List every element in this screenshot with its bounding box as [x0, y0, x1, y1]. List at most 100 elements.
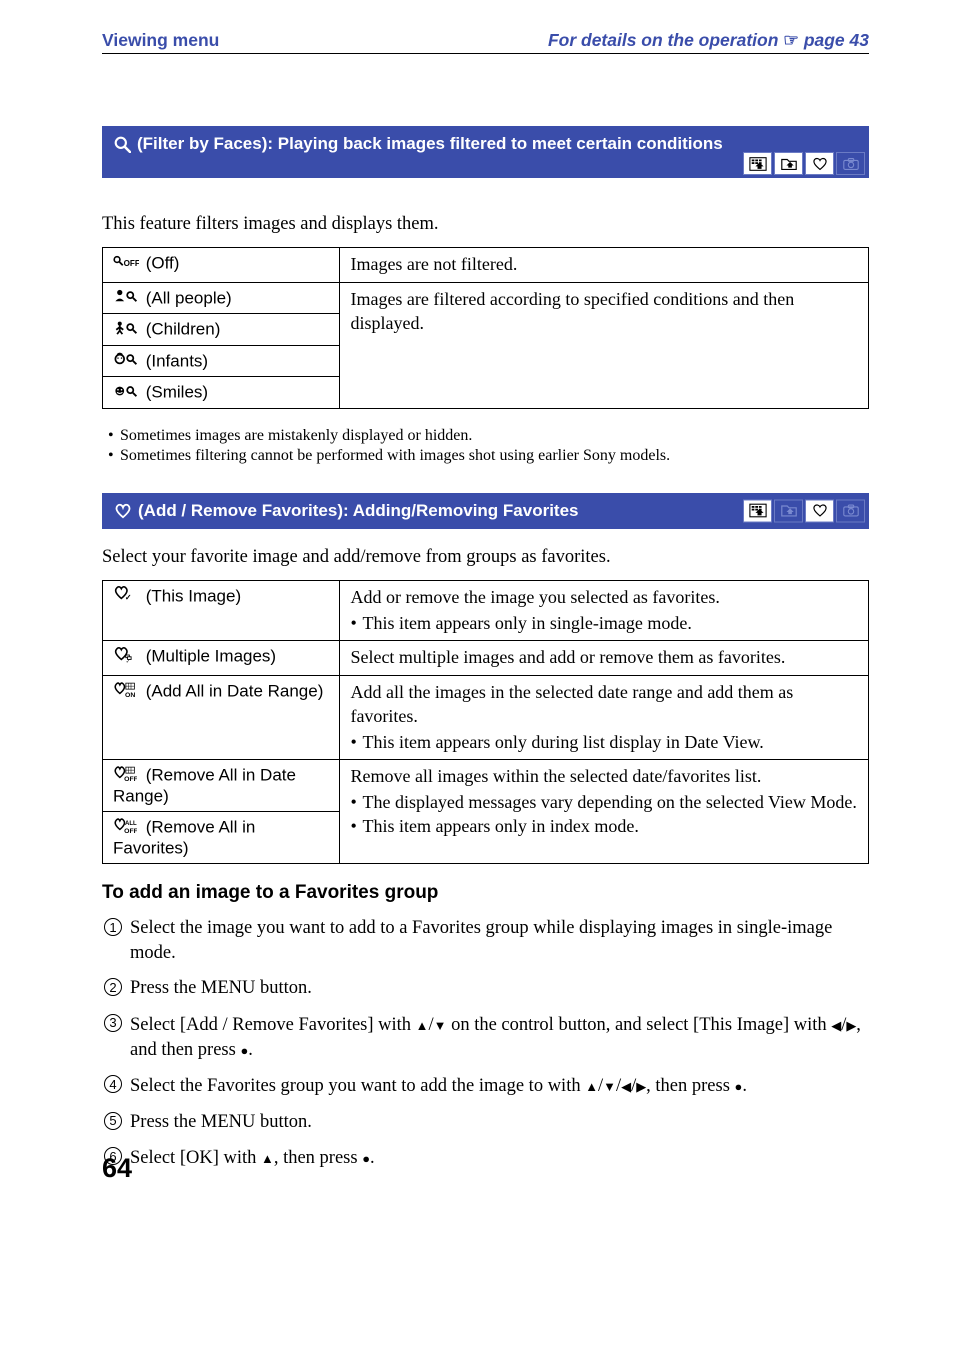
page-root: Viewing menu For details on the operatio…	[0, 0, 954, 1212]
row-multiple-text: (Multiple Images)	[141, 647, 276, 666]
desc-sub: This item appears only in single-image m…	[350, 612, 858, 636]
section-1-notes: Sometimes images are mistakenly displaye…	[108, 427, 869, 465]
step-4-text: Select the Favorites group you want to a…	[130, 1073, 869, 1098]
svg-text:✓: ✓	[125, 594, 132, 603]
allpeople-icon	[113, 289, 141, 307]
desc-line-2: displayed.	[350, 313, 424, 333]
right-arrow-icon	[846, 1013, 856, 1034]
heart-icon	[114, 503, 132, 519]
step-item: 4 Select the Favorites group you want to…	[104, 1073, 869, 1098]
left-arrow-icon	[621, 1074, 631, 1095]
desc-main: Remove all images within the selected da…	[350, 766, 761, 786]
page-header: Viewing menu For details on the operatio…	[102, 30, 869, 54]
step-number-icon: 1	[104, 918, 122, 936]
step-3-part-b: on the control button, and select [This …	[446, 1015, 831, 1035]
heart-multi-icon: ✓	[113, 647, 141, 667]
section-2-intro: Select your favorite image and add/remov…	[102, 547, 869, 568]
row-children-label: (Children)	[103, 314, 340, 346]
svg-text:OFF: OFF	[124, 259, 139, 268]
row-this-image-label: ✓ (This Image)	[103, 580, 340, 641]
step-4-part-a: Select the Favorites group you want to a…	[130, 1076, 585, 1096]
children-icon	[113, 321, 141, 339]
row-add-all-text: (Add All in Date Range)	[141, 682, 323, 701]
step-5-text: Press the MENU button.	[130, 1110, 869, 1134]
header-reference: For details on the operation ☞ page 43	[548, 30, 869, 51]
pointer-icon: ☞	[783, 30, 799, 50]
up-arrow-icon	[261, 1146, 274, 1167]
table-row: ON (Add All in Date Range) Add all the i…	[103, 676, 869, 760]
section-1-mode-icons	[743, 152, 865, 175]
step-item: 3 Select [Add / Remove Favorites] with /…	[104, 1012, 869, 1063]
right-arrow-icon	[636, 1074, 646, 1095]
row-infants-text: (Infants)	[141, 351, 208, 370]
step-number-icon: 2	[104, 978, 122, 996]
svg-text:ON: ON	[125, 691, 135, 697]
step-number-icon: 4	[104, 1075, 122, 1093]
smiles-icon	[113, 384, 141, 402]
svg-text:✓: ✓	[126, 659, 130, 663]
heart-on-icon: ON	[113, 682, 141, 702]
down-arrow-icon	[603, 1074, 616, 1095]
favorites-table: ✓ (This Image) Add or remove the image y…	[102, 580, 869, 865]
desc-line-1: Images are filtered according to specifi…	[350, 289, 794, 309]
step-number-icon: 5	[104, 1112, 122, 1130]
off-icon: OFF	[113, 255, 141, 273]
row-add-all-label: ON (Add All in Date Range)	[103, 676, 340, 760]
row-remove-desc: Remove all images within the selected da…	[340, 760, 869, 864]
section-1-banner-wrap: (Filter by Faces): Playing back images f…	[102, 126, 869, 178]
step-item: 2 Press the MENU button.	[104, 976, 869, 1000]
row-remove-fav-label: ALLOFF (Remove All in Favorites)	[103, 812, 340, 864]
left-arrow-icon	[831, 1013, 841, 1034]
svg-text:OFF: OFF	[124, 776, 137, 782]
step-4-part-c: .	[742, 1076, 747, 1096]
table-row: (All people) Images are filtered accordi…	[103, 282, 869, 314]
steps-list: 1 Select the image you want to add to a …	[104, 916, 869, 1170]
step-3-text: Select [Add / Remove Favorites] with / o…	[130, 1012, 869, 1063]
mode-icon-date	[743, 499, 772, 522]
table-row: ✓ (This Image) Add or remove the image y…	[103, 580, 869, 641]
row-this-image-desc: Add or remove the image you selected as …	[340, 580, 869, 641]
up-arrow-icon	[585, 1074, 598, 1095]
row-all-text: (All people)	[141, 288, 232, 307]
row-add-all-desc: Add all the images in the selected date …	[340, 676, 869, 760]
mode-icon-folder	[774, 499, 803, 522]
filter-table: OFF (Off) Images are not filtered. (All …	[102, 247, 869, 409]
subsection-heading: To add an image to a Favorites group	[102, 882, 869, 904]
row-remove-date-label: OFF (Remove All in Date Range)	[103, 760, 340, 812]
heart-check-icon: ✓	[113, 586, 141, 606]
section-1-intro: This feature filters images and displays…	[102, 214, 869, 235]
row-children-text: (Children)	[141, 320, 220, 339]
row-multiple-desc: Select multiple images and add or remove…	[340, 641, 869, 676]
desc-sub-2: This item appears only in index mode.	[350, 815, 858, 839]
up-arrow-icon	[416, 1013, 429, 1034]
down-arrow-icon	[434, 1013, 447, 1034]
step-6-part-c: .	[370, 1148, 375, 1168]
center-button-icon	[362, 1146, 370, 1167]
mode-icon-folder	[774, 152, 803, 175]
note-item: Sometimes images are mistakenly displaye…	[108, 427, 869, 445]
desc-main: Add all the images in the selected date …	[350, 682, 793, 726]
heart-off-grid-icon: OFF	[113, 766, 141, 786]
heart-off-all-icon: ALLOFF	[113, 818, 141, 838]
note-item: Sometimes filtering cannot be performed …	[108, 447, 869, 465]
mode-icon-capture	[836, 152, 865, 175]
mode-icon-capture	[836, 499, 865, 522]
header-section-name: Viewing menu	[102, 30, 219, 51]
step-3-part-a: Select [Add / Remove Favorites] with	[130, 1015, 416, 1035]
infants-icon	[113, 352, 141, 370]
row-smiles-text: (Smiles)	[141, 383, 208, 402]
step-6-part-b: , then press	[274, 1148, 362, 1168]
row-infants-label: (Infants)	[103, 345, 340, 377]
section-2-mode-icons	[743, 499, 865, 522]
header-ref-prefix: For details on the operation	[548, 30, 783, 50]
table-row: OFF (Off) Images are not filtered.	[103, 248, 869, 283]
row-smiles-label: (Smiles)	[103, 377, 340, 409]
mode-icon-date	[743, 152, 772, 175]
step-number-icon: 3	[104, 1014, 122, 1032]
svg-text:ALL: ALL	[125, 821, 137, 827]
section-2-banner-wrap: (Add / Remove Favorites): Adding/Removin…	[102, 493, 869, 529]
svg-text:OFF: OFF	[124, 828, 137, 834]
section-2-title: (Add / Remove Favorites): Adding/Removin…	[138, 501, 579, 521]
step-4-part-b: , then press	[646, 1076, 734, 1096]
desc-sub: This item appears only during list displ…	[350, 731, 858, 755]
